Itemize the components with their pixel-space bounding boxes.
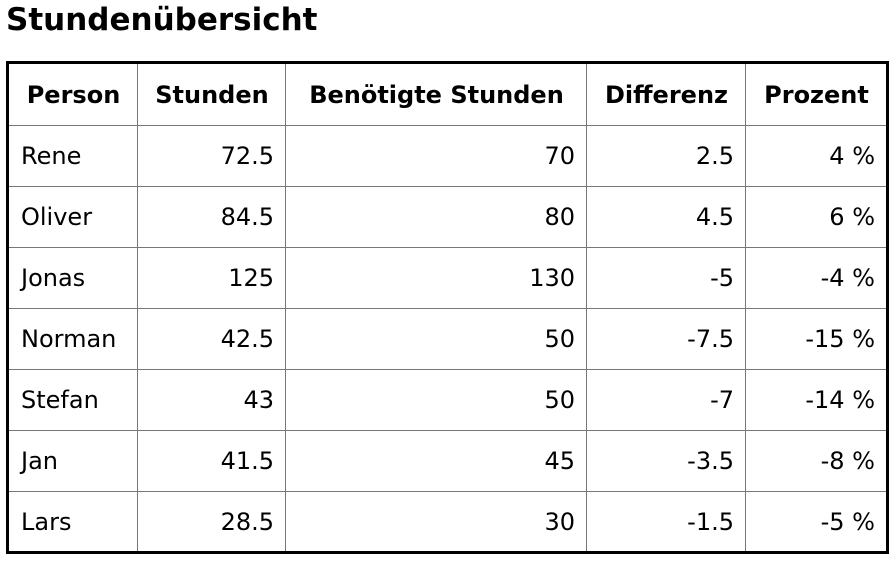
cell-benoetigte-stunden: 30 bbox=[285, 491, 587, 553]
cell-benoetigte-stunden: 45 bbox=[285, 430, 587, 492]
table-row: Jonas 125 130 -5 -4 % bbox=[7, 247, 888, 309]
cell-differenz: 2.5 bbox=[586, 125, 746, 187]
cell-prozent: -4 % bbox=[745, 247, 888, 309]
header-row: Person Stunden Benötigte Stunden Differe… bbox=[7, 62, 888, 126]
cell-person: Rene bbox=[7, 125, 138, 187]
table-row: Jan 41.5 45 -3.5 -8 % bbox=[7, 430, 888, 492]
cell-person: Stefan bbox=[7, 369, 138, 431]
table-header: Person Stunden Benötigte Stunden Differe… bbox=[7, 62, 888, 126]
header-prozent: Prozent bbox=[745, 62, 888, 126]
cell-stunden: 42.5 bbox=[137, 308, 286, 370]
cell-prozent: -14 % bbox=[745, 369, 888, 431]
cell-differenz: 4.5 bbox=[586, 186, 746, 248]
cell-person: Oliver bbox=[7, 186, 138, 248]
header-differenz: Differenz bbox=[586, 62, 746, 126]
cell-stunden: 125 bbox=[137, 247, 286, 309]
table-row: Oliver 84.5 80 4.5 6 % bbox=[7, 186, 888, 248]
cell-stunden: 84.5 bbox=[137, 186, 286, 248]
cell-benoetigte-stunden: 70 bbox=[285, 125, 587, 187]
page-title: Stundenübersicht bbox=[6, 2, 318, 38]
table-row: Lars 28.5 30 -1.5 -5 % bbox=[7, 491, 888, 553]
table-row: Stefan 43 50 -7 -14 % bbox=[7, 369, 888, 431]
cell-stunden: 41.5 bbox=[137, 430, 286, 492]
cell-prozent: -15 % bbox=[745, 308, 888, 370]
cell-benoetigte-stunden: 80 bbox=[285, 186, 587, 248]
cell-differenz: -7 bbox=[586, 369, 746, 431]
cell-benoetigte-stunden: 50 bbox=[285, 308, 587, 370]
cell-person: Norman bbox=[7, 308, 138, 370]
cell-differenz: -3.5 bbox=[586, 430, 746, 492]
cell-person: Jonas bbox=[7, 247, 138, 309]
hours-table: Person Stunden Benötigte Stunden Differe… bbox=[6, 61, 889, 554]
cell-prozent: -8 % bbox=[745, 430, 888, 492]
cell-stunden: 72.5 bbox=[137, 125, 286, 187]
cell-benoetigte-stunden: 50 bbox=[285, 369, 587, 431]
cell-person: Jan bbox=[7, 430, 138, 492]
cell-differenz: -5 bbox=[586, 247, 746, 309]
table-body: Rene 72.5 70 2.5 4 % Oliver 84.5 80 4.5 … bbox=[7, 125, 888, 553]
cell-benoetigte-stunden: 130 bbox=[285, 247, 587, 309]
table-row: Norman 42.5 50 -7.5 -15 % bbox=[7, 308, 888, 370]
cell-prozent: 6 % bbox=[745, 186, 888, 248]
cell-stunden: 43 bbox=[137, 369, 286, 431]
header-stunden: Stunden bbox=[137, 62, 286, 126]
cell-differenz: -1.5 bbox=[586, 491, 746, 553]
table-row: Rene 72.5 70 2.5 4 % bbox=[7, 125, 888, 187]
header-benoetigte-stunden: Benötigte Stunden bbox=[285, 62, 587, 126]
cell-stunden: 28.5 bbox=[137, 491, 286, 553]
cell-prozent: -5 % bbox=[745, 491, 888, 553]
cell-person: Lars bbox=[7, 491, 138, 553]
cell-differenz: -7.5 bbox=[586, 308, 746, 370]
header-person: Person bbox=[7, 62, 138, 126]
cell-prozent: 4 % bbox=[745, 125, 888, 187]
